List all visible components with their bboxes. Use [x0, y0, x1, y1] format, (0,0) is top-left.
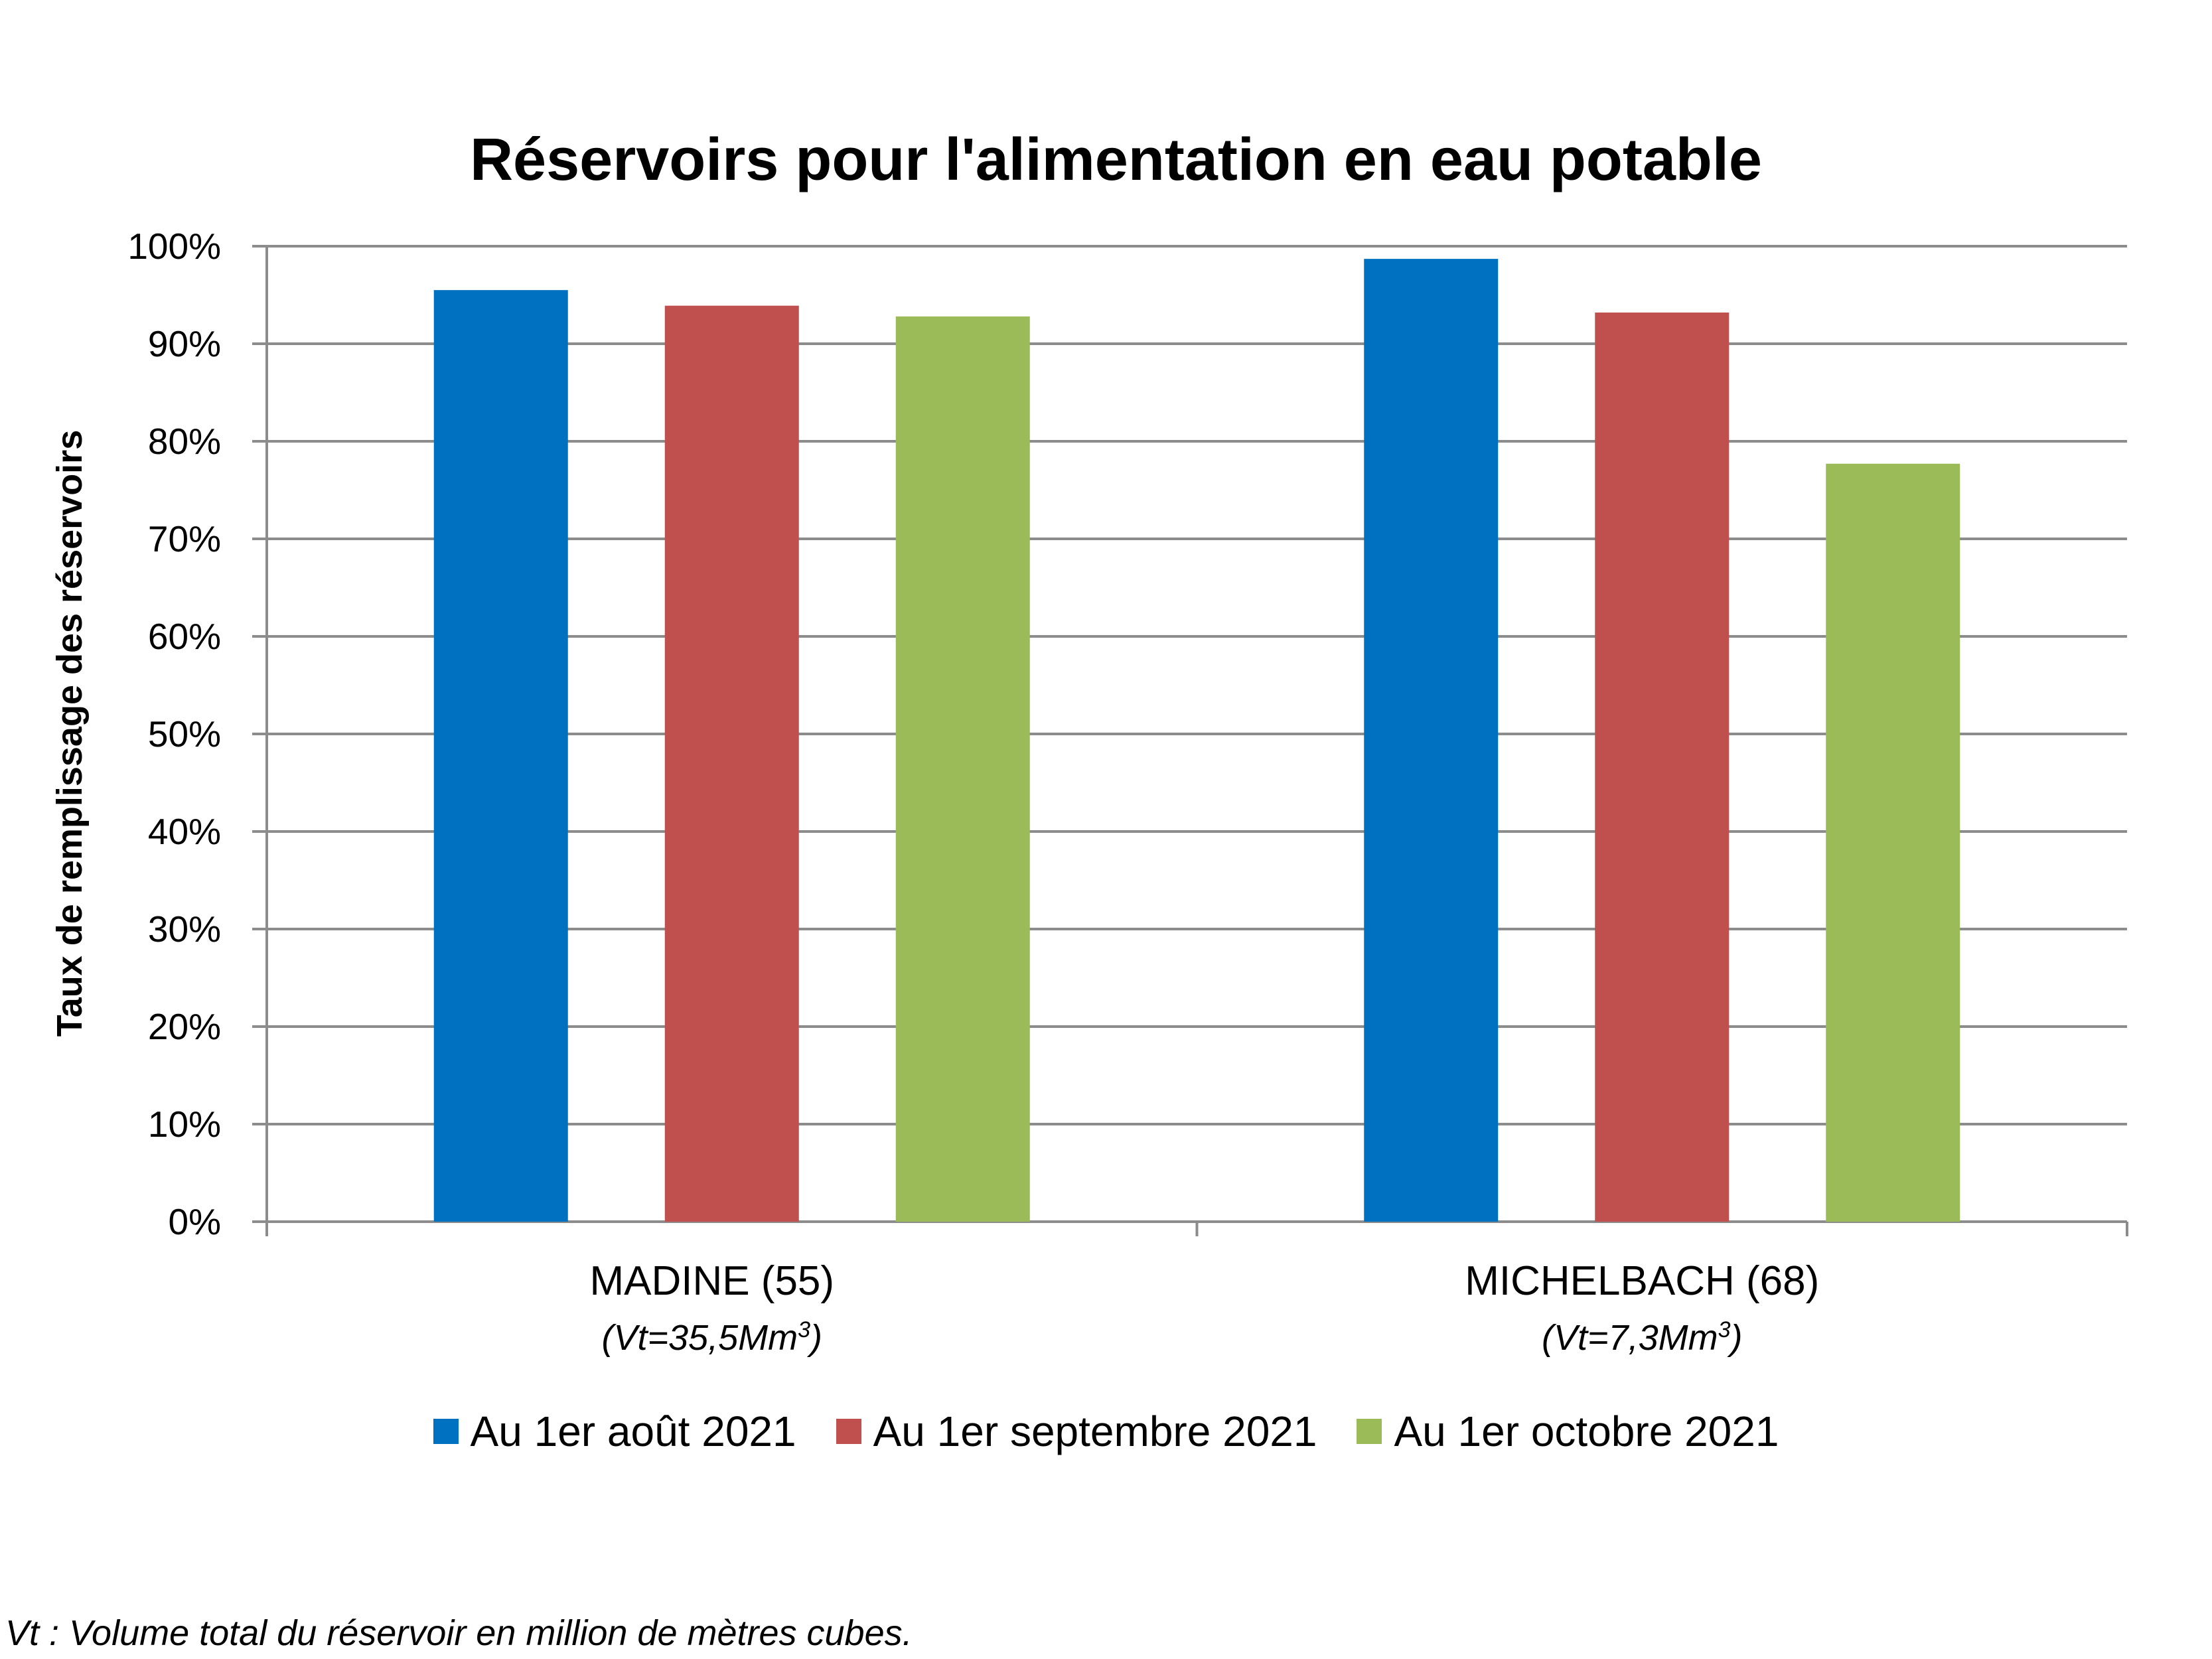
- legend: Au 1er août 2021 Au 1er septembre 2021 Au …: [0, 1407, 2212, 1456]
- bar-madine-series-1: [433, 290, 568, 1222]
- y-tick-label: 0%: [169, 1201, 222, 1242]
- legend-swatch: [836, 1419, 861, 1444]
- y-tick-label: 60%: [148, 616, 221, 657]
- chart-title: Réservoirs pour l'alimentation en eau po…: [470, 127, 1762, 193]
- bar-madine-series-3: [895, 316, 1030, 1222]
- bar-michelbach-series-1: [1364, 259, 1499, 1222]
- y-tick-label: 70%: [148, 518, 221, 559]
- legend-item: Au 1er septembre 2021: [836, 1407, 1317, 1456]
- y-tick-label: 80%: [148, 421, 221, 462]
- y-tick-label: 40%: [148, 811, 221, 852]
- y-tick-label: 20%: [148, 1006, 221, 1047]
- x-category-label: MADINE (55): [589, 1258, 835, 1304]
- y-tick-label: 30%: [148, 908, 221, 950]
- legend-label: Au 1er août 2021: [470, 1407, 796, 1455]
- y-tick-label: 90%: [148, 323, 221, 364]
- bar-michelbach-series-2: [1595, 312, 1730, 1222]
- legend-label: Au 1er septembre 2021: [873, 1407, 1317, 1455]
- legend-swatch: [433, 1419, 459, 1444]
- x-category-sublabel: (Vt=7,3Mm3): [1542, 1317, 1743, 1358]
- footnote: Vt : Volume total du réservoir en millio…: [5, 1613, 913, 1653]
- y-tick-label: 10%: [148, 1104, 221, 1145]
- bar-madine-series-2: [664, 305, 799, 1222]
- legend-item: Au 1er octobre 2021: [1357, 1407, 1779, 1456]
- legend-label: Au 1er octobre 2021: [1394, 1407, 1779, 1455]
- bar-michelbach-series-3: [1826, 463, 1960, 1222]
- x-category-sublabel: (Vt=35,5Mm3): [601, 1317, 822, 1358]
- x-category-label: MICHELBACH (68): [1465, 1258, 1820, 1304]
- legend-item: Au 1er août 2021: [433, 1407, 796, 1456]
- legend-swatch: [1357, 1419, 1382, 1444]
- y-tick-label: 50%: [148, 713, 221, 755]
- y-tick-label: 100%: [127, 226, 221, 267]
